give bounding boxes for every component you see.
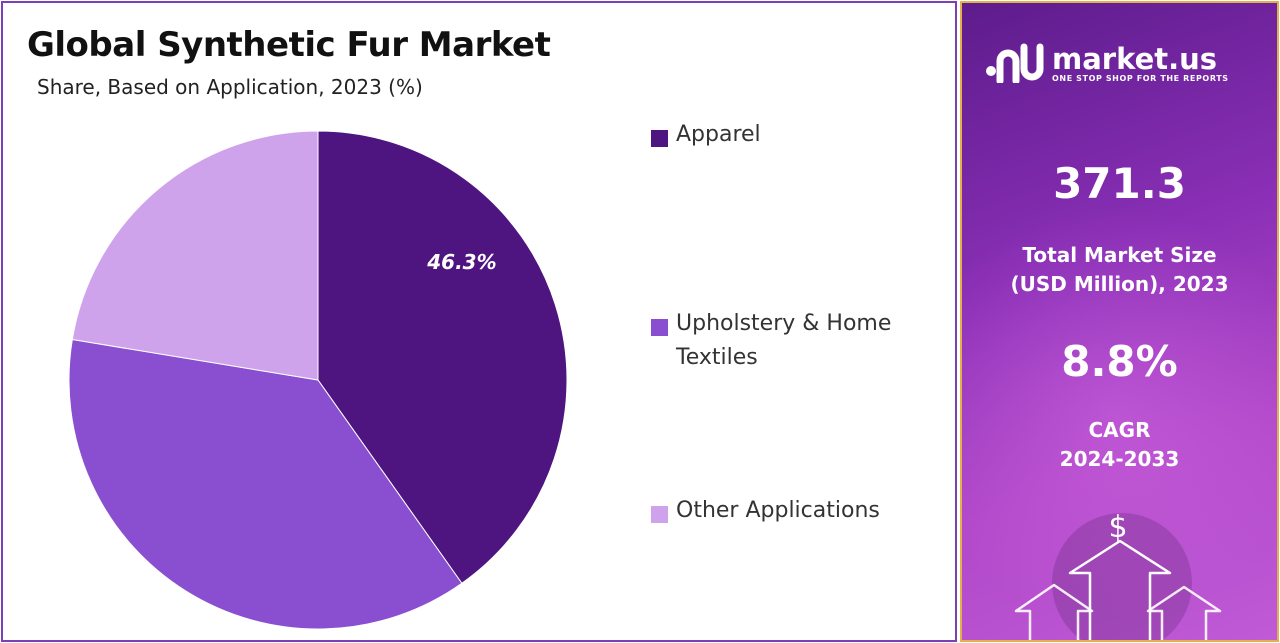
market-us-logo-icon — [986, 43, 1044, 83]
market-size-label-line1: Total Market Size — [1022, 243, 1217, 267]
brand-logo: market.us ONE STOP SHOP FOR THE REPORTS — [984, 43, 1229, 83]
legend-swatch-apparel — [651, 130, 668, 147]
pie-slice-apparel — [317, 130, 568, 584]
pie-slice-other-applications — [71, 130, 319, 381]
dollar-coin-icon: $ — [1108, 510, 1127, 545]
background-glow — [962, 203, 1277, 623]
market-size-label: Total Market Size (USD Million), 2023 — [962, 241, 1277, 299]
cagr-label-line2: 2024-2033 — [1059, 447, 1180, 471]
pie-slice-upholstery-home-textiles — [68, 338, 463, 630]
brand-tagline: ONE STOP SHOP FOR THE REPORTS — [1052, 73, 1229, 83]
slice-data-label: 46.3% — [426, 250, 496, 274]
cagr-value: 8.8% — [1061, 337, 1178, 386]
brand-name: market.us — [1052, 41, 1218, 76]
chart-panel: Global Synthetic Fur Market Share, Based… — [1, 1, 957, 642]
legend-label-apparel: Apparel — [676, 122, 761, 147]
pie-chart: 46.3% — [68, 130, 568, 630]
growth-decoration: $ — [1014, 510, 1222, 640]
legend-swatch-other — [651, 506, 668, 523]
chart-subtitle: Share, Based on Application, 2023 (%) — [37, 75, 423, 99]
cagr-label: CAGR 2024-2033 — [962, 416, 1277, 474]
legend-label-other: Other Applications — [676, 498, 880, 523]
side-panel: market.us ONE STOP SHOP FOR THE REPORTS … — [960, 1, 1279, 642]
market-size-value: 371.3 — [1053, 159, 1186, 208]
brand-text: market.us ONE STOP SHOP FOR THE REPORTS — [1052, 44, 1229, 83]
legend-label-upholstery-line1: Upholstery & Home — [676, 311, 892, 336]
chart-title: Global Synthetic Fur Market — [27, 25, 551, 65]
legend-swatch-upholstery — [651, 319, 668, 336]
legend-item-other: Other Applications — [651, 498, 931, 528]
legend-label-upholstery-line2: Textiles — [676, 345, 758, 370]
legend-item-upholstery: Upholstery & Home Textiles — [651, 311, 931, 375]
market-size-label-line2: (USD Million), 2023 — [1010, 272, 1229, 296]
cagr-label-line1: CAGR — [1088, 418, 1151, 442]
up-arrow-icon — [1014, 539, 1222, 640]
legend-item-apparel: Apparel — [651, 122, 931, 152]
legend-label-upholstery: Upholstery & Home Textiles — [676, 307, 891, 375]
